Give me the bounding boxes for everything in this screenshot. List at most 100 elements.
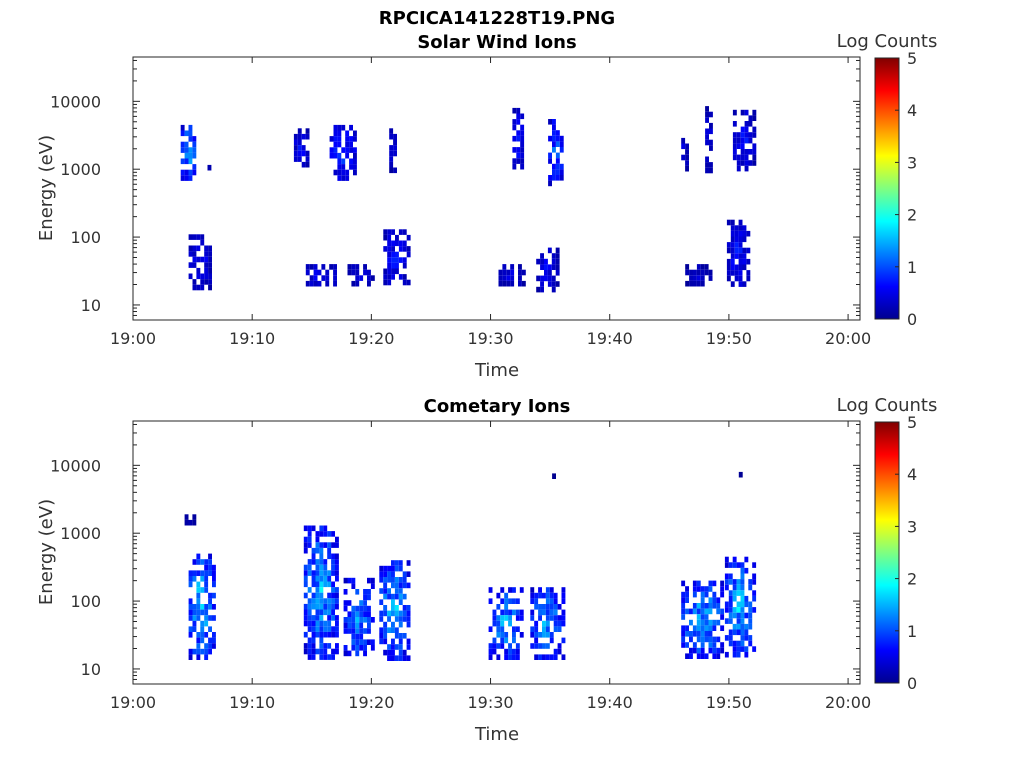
heatmap-cell xyxy=(315,587,320,593)
heatmap-cell xyxy=(315,609,320,616)
heatmap-cell xyxy=(402,593,407,600)
heatmap-cell xyxy=(534,643,539,649)
heatmap-cell xyxy=(545,592,550,599)
heatmap-cell xyxy=(184,130,189,137)
heatmap-cell xyxy=(520,152,525,159)
x-axis-label: Time xyxy=(474,360,519,381)
heatmap-cell xyxy=(530,643,535,649)
heatmap-cell xyxy=(534,598,539,604)
heatmap-cell xyxy=(681,137,686,144)
heatmap-cell xyxy=(700,608,705,615)
heatmap-cell xyxy=(406,621,411,628)
x-tick-label: 19:30 xyxy=(467,329,513,348)
solar-wind-ions-panel: Solar Wind Ions Time Energy (eV) Log Cou… xyxy=(36,31,937,381)
heatmap-cell xyxy=(184,519,189,526)
heatmap-cell xyxy=(708,619,713,626)
heatmap-cell xyxy=(204,615,209,621)
heatmap-cell xyxy=(488,598,493,604)
heatmap-cell xyxy=(204,632,209,638)
heatmap-cell xyxy=(736,646,741,652)
heatmap-cell xyxy=(347,264,352,270)
heatmap-cell xyxy=(716,603,721,609)
heatmap-cell xyxy=(506,280,511,287)
heatmap-cell xyxy=(204,279,209,285)
heatmap-cell xyxy=(512,587,516,593)
colorbar: 0 1 2 3 4 5 xyxy=(874,413,917,693)
heatmap-cell xyxy=(498,275,503,281)
heatmap-cell xyxy=(343,617,348,623)
heatmap-cell xyxy=(748,623,753,630)
heatmap-cell xyxy=(337,152,342,159)
heatmap-cell xyxy=(740,579,745,585)
heatmap-cell xyxy=(359,600,364,606)
heatmap-cell xyxy=(351,645,356,651)
heatmap-cell xyxy=(516,147,521,153)
heatmap-cell xyxy=(331,559,335,565)
heatmap-cell xyxy=(502,275,507,281)
heatmap-cell xyxy=(544,258,548,265)
heatmap-cell xyxy=(208,256,212,263)
heatmap-cell xyxy=(394,588,399,594)
heatmap-cell xyxy=(327,615,332,621)
heatmap-cell xyxy=(709,139,713,146)
heatmap-cell xyxy=(323,631,328,638)
heatmap-cell xyxy=(188,124,193,131)
heatmap-cell xyxy=(748,137,753,144)
heatmap-cell xyxy=(192,609,197,616)
heatmap-cell xyxy=(389,145,394,151)
heatmap-cell xyxy=(337,158,342,165)
heatmap-cell xyxy=(402,655,407,661)
heatmap-cell xyxy=(402,610,407,617)
heatmap-cell xyxy=(551,253,556,259)
heatmap-cell xyxy=(732,595,737,602)
heatmap-cell xyxy=(293,156,298,162)
heatmap-cell xyxy=(313,275,318,281)
heatmap-cell xyxy=(708,586,713,592)
heatmap-cell xyxy=(335,536,339,543)
heatmap-cell xyxy=(391,605,395,611)
heatmap-cell xyxy=(398,240,403,247)
heatmap-cell xyxy=(394,655,399,661)
heatmap-cell xyxy=(728,629,733,636)
heatmap-cell xyxy=(323,609,328,616)
colorbar-tick-label: 3 xyxy=(907,153,917,172)
heatmap-cell xyxy=(345,169,350,176)
heatmap-cell xyxy=(307,637,312,644)
heatmap-cell xyxy=(196,284,201,291)
heatmap-cell xyxy=(704,603,709,609)
heatmap-cell xyxy=(383,229,388,235)
heatmap-cell xyxy=(515,609,520,616)
heatmap-cell xyxy=(200,576,205,582)
heatmap-cell xyxy=(696,636,701,643)
heatmap-cell xyxy=(345,141,350,148)
heatmap-cell xyxy=(744,635,749,641)
heatmap-cell xyxy=(700,636,705,643)
heatmap-cell xyxy=(391,240,395,247)
heatmap-cell xyxy=(744,646,749,652)
heatmap-cell xyxy=(188,175,193,181)
heatmap-cell xyxy=(341,124,346,131)
heatmap-cell xyxy=(204,564,209,571)
heatmap-cell xyxy=(744,595,749,602)
heatmap-cell xyxy=(192,626,197,632)
heatmap-cell xyxy=(736,640,741,647)
heatmap-cell xyxy=(391,257,395,263)
heatmap-cell xyxy=(393,145,397,151)
heatmap-cell xyxy=(196,654,201,660)
heatmap-cell xyxy=(548,119,552,125)
heatmap-cell xyxy=(196,553,201,560)
heatmap-cell xyxy=(681,603,686,609)
heatmap-cell xyxy=(297,156,302,162)
heatmap-cell xyxy=(742,264,747,271)
heatmap-cell xyxy=(383,234,388,241)
heatmap-cell xyxy=(555,141,560,147)
heatmap-cell xyxy=(705,106,709,112)
heatmap-cell xyxy=(351,605,356,612)
heatmap-cell xyxy=(212,632,216,638)
heatmap-cell xyxy=(530,632,535,638)
heatmap-cell xyxy=(530,598,535,604)
heatmap-cell xyxy=(196,587,201,593)
heatmap-cell xyxy=(331,598,335,604)
heatmap-cell xyxy=(704,608,709,615)
heatmap-cell xyxy=(315,620,320,627)
